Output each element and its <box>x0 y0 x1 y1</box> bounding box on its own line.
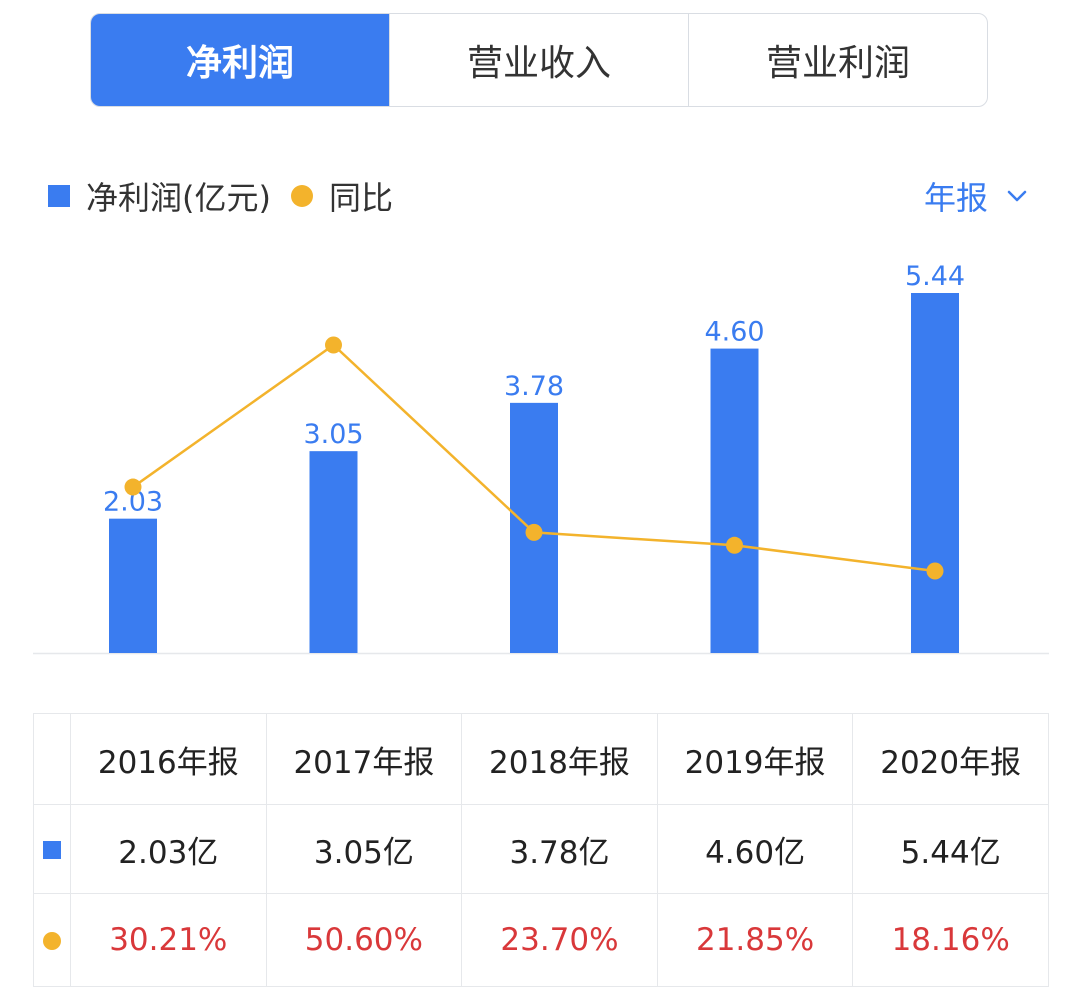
tab-operating-profit[interactable]: 营业利润 <box>688 14 987 106</box>
metric-tabs: 净利润 营业收入 营业利润 <box>90 13 988 107</box>
yoy-point <box>726 536 743 554</box>
table-cell: 18.16% <box>852 893 1049 987</box>
tab-operating-revenue[interactable]: 营业收入 <box>389 14 688 106</box>
tab-net-profit[interactable]: 净利润 <box>91 14 389 106</box>
bar <box>309 451 358 653</box>
table-cell: 5.44亿 <box>852 804 1049 894</box>
table-cell: 2.03亿 <box>70 804 267 894</box>
row-marker-cell <box>33 893 71 987</box>
line-legend-label: 同比 <box>328 179 393 217</box>
table-corner-cell <box>33 713 71 805</box>
table-cell: 3.05亿 <box>265 804 463 894</box>
table-header-cell: 2016年报 <box>70 713 267 805</box>
table-header-cell: 2020年报 <box>852 713 1049 805</box>
bar <box>911 293 959 653</box>
yoy-point <box>525 523 543 541</box>
table-cell: 3.78亿 <box>461 804 658 894</box>
table-row-yoy: 30.21% 50.60% 23.70% 21.85% 18.16% <box>33 893 1049 987</box>
bar-value-label: 4.60 <box>704 317 764 348</box>
table-cell: 50.60% <box>265 893 463 987</box>
table-cell: 4.60亿 <box>656 804 854 894</box>
row-marker-cell <box>33 804 71 894</box>
table-header-cell: 2018年报 <box>461 713 658 805</box>
table-cell: 30.21% <box>70 893 267 987</box>
table-cell: 23.70% <box>461 893 658 987</box>
period-selector[interactable]: 年报 <box>924 172 1028 220</box>
chart-legend: 净利润(亿元) 同比 <box>48 172 393 220</box>
yoy-point <box>926 562 944 580</box>
bar <box>109 518 157 653</box>
bar-marker-icon <box>43 841 61 859</box>
bar <box>710 348 759 653</box>
line-legend-swatch <box>290 185 313 207</box>
bar-value-label: 3.78 <box>504 371 564 402</box>
table-header-cell: 2017年报 <box>265 713 463 805</box>
bar-legend-swatch <box>48 185 70 207</box>
bar-legend-label: 净利润(亿元) <box>86 179 271 217</box>
yoy-point <box>124 478 142 496</box>
data-table: 2016年报 2017年报 2018年报 2019年报 2020年报 2.03亿… <box>33 713 1049 987</box>
period-selector-label: 年报 <box>923 179 988 217</box>
table-header-cell: 2019年报 <box>656 713 854 805</box>
table-header-row: 2016年报 2017年报 2018年报 2019年报 2020年报 <box>33 713 1049 805</box>
chevron-down-icon <box>1007 190 1027 202</box>
bar-value-label: 3.05 <box>303 419 363 450</box>
table-cell: 21.85% <box>656 893 854 987</box>
bar-value-label: 5.44 <box>905 261 965 292</box>
net-profit-chart: 2.033.053.784.605.44 <box>33 261 1049 655</box>
dot-marker-icon <box>43 932 61 950</box>
yoy-point <box>325 336 342 354</box>
table-row-net-profit: 2.03亿 3.05亿 3.78亿 4.60亿 5.44亿 <box>33 804 1049 894</box>
